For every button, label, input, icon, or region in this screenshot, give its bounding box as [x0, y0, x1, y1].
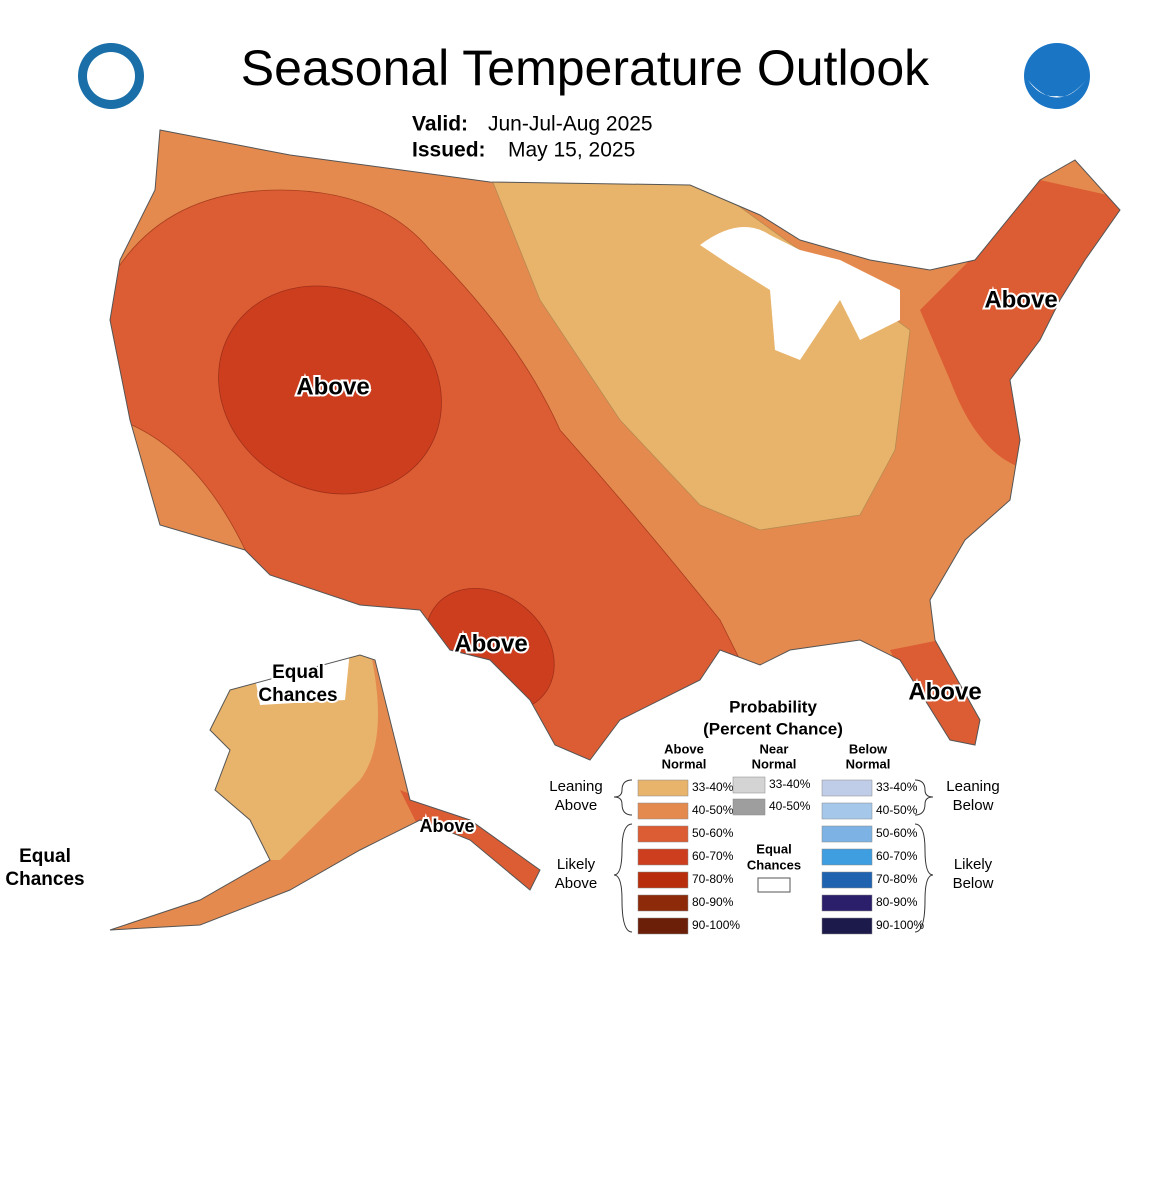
map-label: Above [984, 286, 1057, 313]
map-label: Chances [258, 685, 337, 706]
map-label: Equal [19, 846, 71, 867]
equal-chances-label: Equal [756, 841, 791, 856]
legend: Probability (Percent Chance) Equal Chanc… [549, 697, 1000, 935]
issued: May 15, 2025 [508, 139, 635, 162]
conus-outline [109, 129, 1121, 761]
bracket-label: Below [953, 797, 994, 814]
legend-swatch [821, 779, 873, 797]
legend-label: 40-50% [876, 803, 918, 817]
column-heading: Near [760, 741, 789, 756]
legend-label: 90-100% [876, 918, 924, 932]
legend-label: 50-60% [692, 826, 734, 840]
brace [613, 779, 633, 816]
bracket-label: Below [953, 875, 994, 892]
brace [914, 779, 934, 816]
column-heading: Below [849, 741, 888, 756]
bracket-label: Leaning [946, 778, 999, 795]
map-label: Above [296, 373, 369, 400]
great-lakes [700, 227, 900, 360]
legend-label: 80-90% [692, 895, 734, 909]
ak-zone-33-40 [200, 655, 378, 860]
legend-swatch [821, 825, 873, 843]
bracket-label: Likely [557, 856, 596, 873]
legend-swatch [637, 917, 689, 935]
issued-label: Issued: [412, 139, 486, 162]
legend-title: (Percent Chance) [703, 719, 843, 738]
map-label: Equal [272, 662, 324, 683]
legend-label: 80-90% [876, 895, 918, 909]
column-heading: Normal [662, 756, 707, 771]
legend-label: 60-70% [692, 849, 734, 863]
valid: Jun-Jul-Aug 2025 [488, 113, 653, 136]
column-heading: Above [664, 741, 704, 756]
legend-swatch [637, 779, 689, 797]
legend-label: 70-80% [692, 872, 734, 886]
legend-swatch [732, 798, 766, 816]
legend-label: 33-40% [692, 780, 734, 794]
noaa-logo-wave [1028, 80, 1086, 98]
map-label: Chances [5, 869, 84, 890]
legend-label: 60-70% [876, 849, 918, 863]
noaa-logo [1024, 43, 1090, 109]
legend-swatch [637, 848, 689, 866]
equal-chances-label: Chances [747, 857, 801, 872]
doc-logo-inner [87, 52, 135, 100]
bracket-label: Above [555, 875, 598, 892]
legend-label: 40-50% [692, 803, 734, 817]
zone-60-70-west [218, 285, 442, 495]
column-heading: Normal [846, 756, 891, 771]
legend-label: 70-80% [876, 872, 918, 886]
legend-swatch [637, 825, 689, 843]
ak-zone-50-60 [400, 790, 540, 900]
legend-swatch [821, 848, 873, 866]
bracket-label: Likely [954, 856, 993, 873]
bracket-label: Leaning [549, 778, 602, 795]
map-label: Above [454, 630, 527, 657]
legend-swatch [821, 802, 873, 820]
map-label: Above [908, 678, 981, 705]
column-heading: Normal [752, 756, 797, 771]
title: Seasonal Temperature Outlook [241, 40, 930, 96]
legend-swatch [637, 894, 689, 912]
brace [914, 823, 934, 933]
bracket-label: Above [555, 797, 598, 814]
valid-label: Valid: [412, 113, 468, 136]
legend-title: Probability [729, 697, 817, 716]
legend-swatch [821, 894, 873, 912]
zone-50-60-northeast [920, 180, 1120, 470]
legend-swatch [821, 871, 873, 889]
equal-chances-swatch [757, 877, 791, 893]
legend-swatch [732, 776, 766, 794]
map-label: Above [419, 816, 474, 836]
legend-label: 33-40% [769, 777, 811, 791]
legend-swatch [821, 917, 873, 935]
legend-label: 40-50% [769, 799, 811, 813]
legend-swatch [637, 871, 689, 889]
legend-label: 90-100% [692, 918, 740, 932]
brace [613, 823, 633, 933]
legend-swatch [637, 802, 689, 820]
legend-label: 50-60% [876, 826, 918, 840]
alaska-outline [109, 654, 541, 931]
zone-50-60-florida [890, 640, 990, 760]
legend-label: 33-40% [876, 780, 918, 794]
